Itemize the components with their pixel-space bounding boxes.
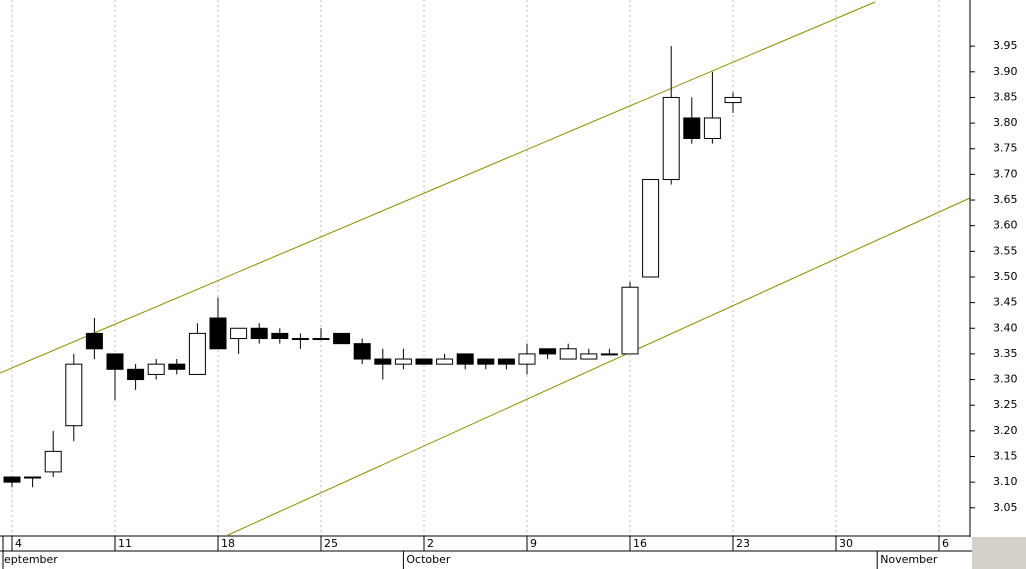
candles — [3, 46, 742, 488]
candle-body — [85, 332, 103, 350]
candle-body — [291, 338, 309, 341]
y-tick-label: 3.15 — [993, 449, 1018, 462]
candle-body — [456, 353, 474, 365]
y-tick-label: 3.10 — [993, 475, 1018, 488]
y-tick-label: 3.80 — [993, 116, 1018, 129]
candle-body — [621, 286, 639, 355]
x-tick-label: 6 — [942, 537, 949, 550]
candle-body — [3, 476, 21, 483]
candle-body — [106, 353, 124, 370]
candle-body — [147, 363, 165, 375]
corner-box — [972, 537, 1026, 569]
y-tick-label: 3.45 — [993, 296, 1018, 309]
candle-body — [580, 353, 598, 360]
candle-body — [518, 353, 536, 365]
x-tick-label: 18 — [221, 537, 235, 550]
x-tick-label: 2 — [427, 537, 434, 550]
candle-body — [559, 348, 577, 360]
y-tick-label: 3.35 — [993, 347, 1018, 360]
candle-body — [188, 332, 206, 375]
candle-body — [703, 117, 721, 139]
y-tick-label: 3.60 — [993, 219, 1018, 232]
candle-body — [539, 348, 557, 355]
candle-body — [230, 327, 248, 340]
y-tick-label: 3.75 — [993, 142, 1018, 155]
candle-body — [662, 96, 680, 181]
y-tick-label: 3.95 — [993, 39, 1018, 52]
candle-body — [600, 353, 618, 356]
y-tick-label: 3.90 — [993, 65, 1018, 78]
y-tick-label: 3.65 — [993, 193, 1018, 206]
y-tick-label: 3.85 — [993, 90, 1018, 103]
candle-body — [44, 450, 62, 473]
candle-body — [312, 338, 330, 341]
y-tick-label: 3.40 — [993, 321, 1018, 334]
month-label: eptember — [4, 553, 58, 566]
candle-body — [497, 358, 515, 365]
lower-channel-line — [227, 197, 971, 536]
y-tick-label: 3.55 — [993, 244, 1018, 257]
candle-body — [168, 363, 186, 370]
y-tick-label: 3.05 — [993, 501, 1018, 514]
x-tick-label: 25 — [324, 537, 338, 550]
y-tick-label: 3.50 — [993, 270, 1018, 283]
candle-body — [24, 476, 42, 479]
candle-body — [683, 117, 701, 139]
candle-body — [271, 332, 289, 340]
candle-body — [477, 358, 495, 365]
candle-body — [374, 358, 392, 365]
candle-body — [642, 179, 660, 278]
x-tick-label: 4 — [15, 537, 22, 550]
y-tick-label: 3.30 — [993, 373, 1018, 386]
axes: 3.05 3.10 3.15 3.20 3.25 3.30 3.35 3.40 3.45 3.50… — [4, 39, 1018, 569]
x-tick-label: 11 — [118, 537, 132, 550]
candle-body — [415, 358, 433, 365]
candle-body — [353, 343, 371, 360]
candle-body — [250, 327, 268, 340]
candle-body — [127, 368, 145, 381]
x-tick-label: 16 — [633, 537, 647, 550]
candle-body — [209, 317, 227, 350]
month-label: October — [406, 553, 450, 566]
candle-body — [394, 358, 412, 365]
upper-channel-line — [0, 1, 876, 374]
x-tick-label: 9 — [530, 537, 537, 550]
candle-body — [65, 363, 83, 427]
grid — [11, 0, 940, 536]
x-tick-label: 30 — [839, 537, 853, 550]
candle-body — [724, 96, 742, 104]
month-label: November — [880, 553, 938, 566]
x-tick-label: 23 — [736, 537, 750, 550]
y-tick-label: 3.20 — [993, 424, 1018, 437]
candle-body — [333, 332, 351, 345]
y-tick-label: 3.25 — [993, 398, 1018, 411]
candle-body — [436, 358, 454, 365]
y-tick-label: 3.70 — [993, 167, 1018, 180]
